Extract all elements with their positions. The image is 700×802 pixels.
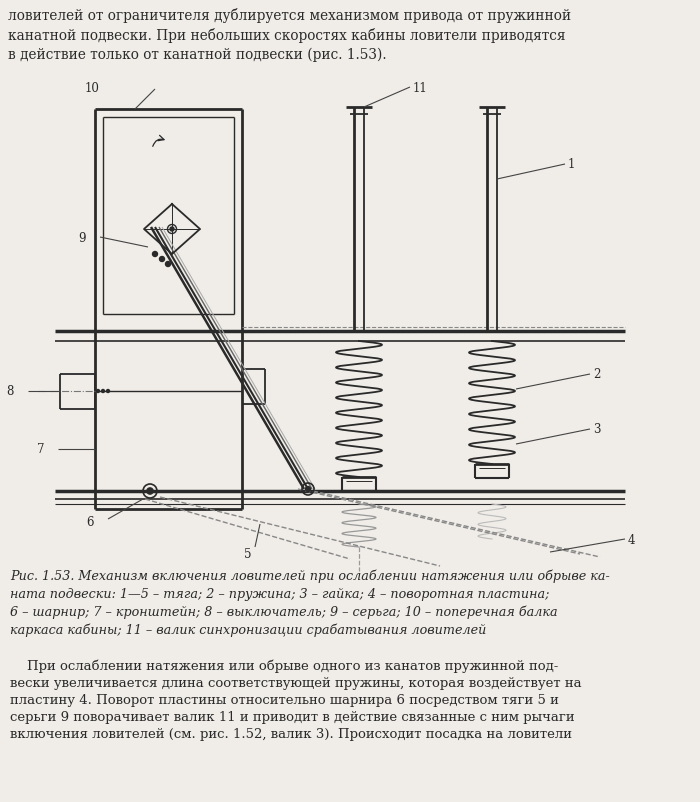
- Circle shape: [102, 390, 104, 393]
- Text: 11: 11: [413, 81, 428, 95]
- Text: 4: 4: [628, 533, 636, 546]
- Circle shape: [165, 262, 171, 267]
- Text: 9: 9: [78, 231, 86, 244]
- Circle shape: [153, 252, 158, 257]
- Text: 8: 8: [6, 385, 14, 398]
- Text: ловителей от ограничителя дублируется механизмом привода от пружинной
канатной п: ловителей от ограничителя дублируется ме…: [8, 8, 571, 62]
- Text: При ослаблении натяжения или обрыве одного из канатов пружинной под-
вески увели: При ослаблении натяжения или обрыве одно…: [10, 659, 582, 740]
- Text: 3: 3: [593, 423, 601, 436]
- Text: 6: 6: [87, 515, 94, 528]
- Circle shape: [97, 390, 99, 393]
- Circle shape: [170, 228, 174, 232]
- Text: 7: 7: [36, 443, 44, 456]
- Circle shape: [147, 488, 153, 494]
- Text: Рис. 1.53. Механизм включения ловителей при ослаблении натяжения или обрыве ка-
: Рис. 1.53. Механизм включения ловителей …: [10, 569, 610, 637]
- Circle shape: [305, 487, 311, 492]
- Text: 2: 2: [593, 368, 601, 381]
- Text: 10: 10: [85, 81, 100, 95]
- Circle shape: [106, 390, 109, 393]
- Circle shape: [160, 257, 164, 262]
- Text: 1: 1: [568, 158, 575, 172]
- Text: 5: 5: [244, 548, 252, 561]
